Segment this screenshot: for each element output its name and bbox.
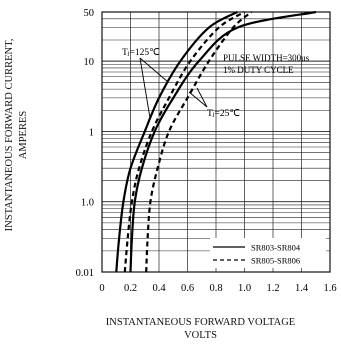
- y-tick-label: 1: [89, 127, 94, 138]
- x-tick-label: 0.6: [181, 283, 194, 294]
- legend-background: [210, 238, 326, 268]
- y-tick-label: 10: [84, 57, 95, 68]
- y-tick-label: 1.0: [81, 198, 94, 209]
- annotation-t125: Tⱼ=125℃: [122, 48, 160, 58]
- annotation-pulse-width: PULSE WIDTH=300us: [223, 53, 310, 63]
- annotation-t25: Tⱼ=25℃: [207, 109, 240, 119]
- x-tick-label: 0.2: [124, 283, 137, 294]
- tick-labels: 0 0.2 0.4 0.6 0.8 1.0 1.2 1.4 1.6 0.01 1.0 1 10 50: [76, 8, 337, 294]
- legend-label: SR805-SR806: [251, 256, 300, 266]
- grid: [101, 11, 331, 273]
- y-tick-label: 50: [84, 8, 95, 19]
- legend: SR803-SR804 SR805-SR806: [210, 238, 326, 268]
- x-tick-label: 0.8: [209, 283, 222, 294]
- series-line-dashed-125C: [123, 11, 246, 273]
- annotation-pointer: [139, 57, 169, 83]
- series-line-solid-125C: [115, 11, 238, 273]
- annotation-pointer: [139, 57, 151, 119]
- x-axis-title: INSTANTANEOUS FORWARD VOLTAGE VOLTS: [105, 317, 296, 341]
- x-tick-label: 1.6: [323, 283, 336, 294]
- y-axis-title: INSTANTANEOUS FORWARD CURRENT, AMPERES: [4, 38, 29, 232]
- annotations: Tⱼ=125℃ PULSE WIDTH=300us 1% DUTY CYCLE Tⱼ=…: [122, 48, 310, 119]
- series-group: [115, 10, 317, 273]
- annotation-pointer: [188, 91, 208, 108]
- annotation-pointer: [196, 87, 208, 108]
- x-tick-label: 0: [99, 283, 104, 294]
- x-tick-label: 1.0: [238, 283, 251, 294]
- series-line-dashed-25C: [145, 11, 253, 273]
- legend-label: SR803-SR804: [251, 243, 301, 253]
- annotation-duty-cycle: 1% DUTY CYCLE: [223, 65, 294, 75]
- plot-frame: [101, 11, 331, 273]
- x-tick-label: 1.4: [295, 283, 309, 294]
- x-tick-label: 1.2: [266, 283, 279, 294]
- x-tick-label: 0.4: [152, 283, 166, 294]
- y-tick-label: 0.01: [76, 268, 94, 279]
